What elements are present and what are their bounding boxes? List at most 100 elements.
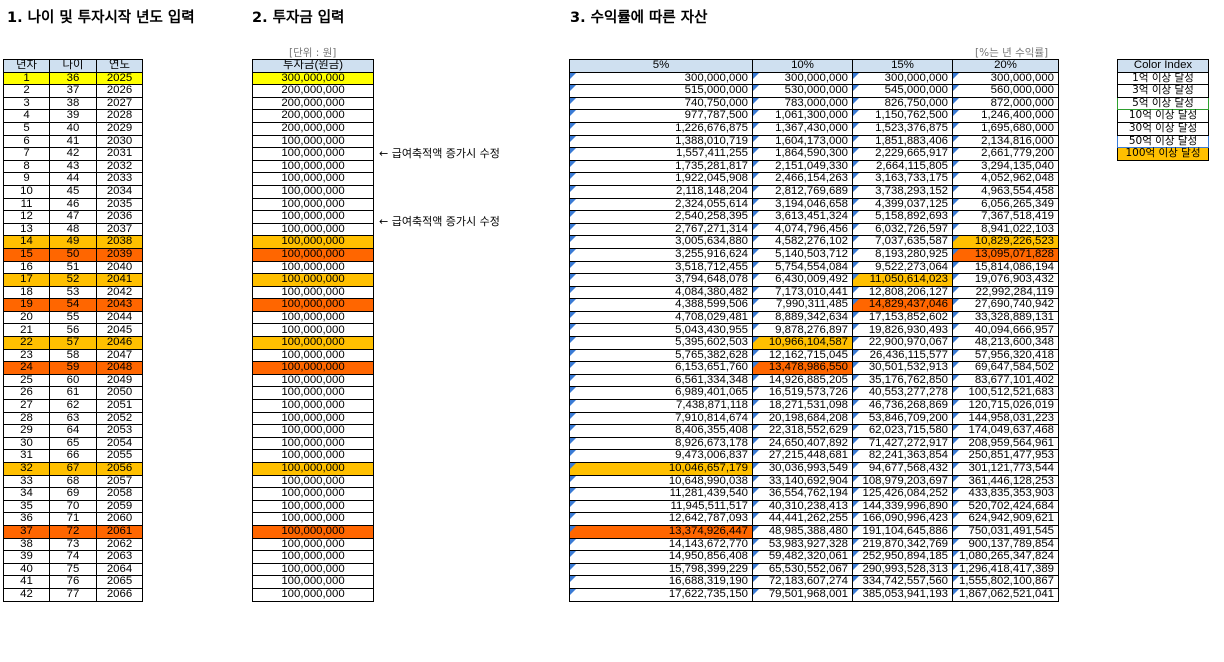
age-cell[interactable]: 63: [49, 411, 97, 426]
year-index-cell[interactable]: 17: [3, 273, 50, 287]
year-index-cell[interactable]: 4: [3, 109, 50, 123]
asset-value-cell[interactable]: 1,864,590,300: [752, 147, 853, 161]
asset-value-cell[interactable]: 1,851,883,406: [852, 134, 953, 149]
asset-value-cell[interactable]: 433,835,353,903: [952, 487, 1059, 501]
age-cell[interactable]: 42: [49, 147, 97, 161]
asset-value-cell[interactable]: 2,812,769,689: [752, 184, 853, 199]
age-cell[interactable]: 70: [49, 499, 97, 514]
asset-value-cell[interactable]: 301,121,773,544: [952, 462, 1059, 476]
asset-value-cell[interactable]: 4,084,380,482: [569, 285, 753, 300]
asset-value-cell[interactable]: 5,765,382,628: [569, 348, 753, 363]
asset-value-cell[interactable]: 13,374,926,447: [569, 524, 753, 539]
asset-value-cell[interactable]: 515,000,000: [569, 84, 753, 98]
year-cell[interactable]: 2042: [96, 285, 143, 300]
year-index-cell[interactable]: 21: [3, 323, 50, 338]
asset-value-cell[interactable]: 300,000,000: [569, 71, 753, 86]
year-cell[interactable]: 2054: [96, 436, 143, 451]
asset-value-cell[interactable]: 2,229,665,917: [852, 147, 953, 161]
year-cell[interactable]: 2058: [96, 487, 143, 501]
asset-value-cell[interactable]: 120,715,026,019: [952, 399, 1059, 413]
asset-value-cell[interactable]: 3,518,712,455: [569, 260, 753, 275]
asset-value-cell[interactable]: 750,031,491,545: [952, 524, 1059, 539]
investment-cell[interactable]: 100,000,000: [252, 298, 374, 312]
asset-value-cell[interactable]: 4,399,037,125: [852, 197, 953, 212]
asset-value-cell[interactable]: 7,910,814,674: [569, 411, 753, 426]
asset-value-cell[interactable]: 334,742,557,560: [852, 575, 953, 589]
year-cell[interactable]: 2063: [96, 550, 143, 564]
year-index-cell[interactable]: 39: [3, 550, 50, 564]
age-cell[interactable]: 65: [49, 436, 97, 451]
age-cell[interactable]: 73: [49, 537, 97, 552]
asset-value-cell[interactable]: 1,061,300,000: [752, 109, 853, 123]
asset-value-cell[interactable]: 22,318,552,629: [752, 424, 853, 438]
asset-value-cell[interactable]: 1,246,400,000: [952, 109, 1059, 123]
year-index-cell[interactable]: 33: [3, 474, 50, 489]
asset-value-cell[interactable]: 33,140,692,904: [752, 474, 853, 489]
age-cell[interactable]: 60: [49, 373, 97, 388]
age-cell[interactable]: 59: [49, 361, 97, 375]
year-cell[interactable]: 2046: [96, 336, 143, 350]
investment-cell[interactable]: 300,000,000: [252, 71, 374, 86]
year-index-cell[interactable]: 30: [3, 436, 50, 451]
asset-value-cell[interactable]: 83,677,101,402: [952, 373, 1059, 388]
age-cell[interactable]: 47: [49, 210, 97, 224]
asset-value-cell[interactable]: 15,798,399,229: [569, 562, 753, 577]
age-cell[interactable]: 54: [49, 298, 97, 312]
asset-value-cell[interactable]: 19,076,903,432: [952, 273, 1059, 287]
asset-value-cell[interactable]: 2,540,258,395: [569, 210, 753, 224]
asset-value-cell[interactable]: 13,095,071,828: [952, 247, 1059, 262]
age-cell[interactable]: 55: [49, 310, 97, 325]
age-cell[interactable]: 77: [49, 587, 97, 602]
year-cell[interactable]: 2051: [96, 399, 143, 413]
asset-value-cell[interactable]: 166,090,996,423: [852, 512, 953, 526]
investment-cell[interactable]: 100,000,000: [252, 247, 374, 262]
asset-value-cell[interactable]: 219,870,342,769: [852, 537, 953, 552]
investment-cell[interactable]: 100,000,000: [252, 197, 374, 212]
asset-value-cell[interactable]: 3,005,634,880: [569, 235, 753, 249]
asset-value-cell[interactable]: 44,441,262,255: [752, 512, 853, 526]
asset-value-cell[interactable]: 1,150,762,500: [852, 109, 953, 123]
asset-value-cell[interactable]: 72,183,607,274: [752, 575, 853, 589]
year-index-cell[interactable]: 24: [3, 361, 50, 375]
year-cell[interactable]: 2033: [96, 172, 143, 186]
year-cell[interactable]: 2060: [96, 512, 143, 526]
asset-value-cell[interactable]: 30,036,993,549: [752, 462, 853, 476]
year-index-cell[interactable]: 10: [3, 184, 50, 199]
year-index-cell[interactable]: 12: [3, 210, 50, 224]
investment-cell[interactable]: 100,000,000: [252, 411, 374, 426]
year-cell[interactable]: 2028: [96, 109, 143, 123]
asset-value-cell[interactable]: 36,554,762,194: [752, 487, 853, 501]
asset-value-cell[interactable]: 14,143,672,770: [569, 537, 753, 552]
investment-cell[interactable]: 100,000,000: [252, 550, 374, 564]
investment-cell[interactable]: 100,000,000: [252, 575, 374, 589]
asset-value-cell[interactable]: 5,140,503,712: [752, 247, 853, 262]
year-index-cell[interactable]: 7: [3, 147, 50, 161]
year-index-cell[interactable]: 1: [3, 71, 50, 86]
investment-cell[interactable]: 100,000,000: [252, 134, 374, 149]
asset-value-cell[interactable]: 17,153,852,602: [852, 310, 953, 325]
asset-value-cell[interactable]: 900,137,789,854: [952, 537, 1059, 552]
investment-cell[interactable]: 100,000,000: [252, 587, 374, 602]
year-index-cell[interactable]: 2: [3, 84, 50, 98]
asset-value-cell[interactable]: 7,367,518,419: [952, 210, 1059, 224]
investment-cell[interactable]: 200,000,000: [252, 96, 374, 111]
investment-cell[interactable]: 200,000,000: [252, 121, 374, 136]
year-cell[interactable]: 2040: [96, 260, 143, 275]
asset-value-cell[interactable]: 8,889,342,634: [752, 310, 853, 325]
year-cell[interactable]: 2055: [96, 449, 143, 463]
year-index-cell[interactable]: 23: [3, 348, 50, 363]
asset-value-cell[interactable]: 3,613,451,324: [752, 210, 853, 224]
year-cell[interactable]: 2027: [96, 96, 143, 111]
asset-value-cell[interactable]: 35,176,762,850: [852, 373, 953, 388]
asset-value-cell[interactable]: 1,226,676,875: [569, 121, 753, 136]
asset-value-cell[interactable]: 2,134,816,000: [952, 134, 1059, 149]
age-cell[interactable]: 52: [49, 273, 97, 287]
age-cell[interactable]: 43: [49, 159, 97, 174]
asset-value-cell[interactable]: 20,198,684,208: [752, 411, 853, 426]
investment-cell[interactable]: 100,000,000: [252, 159, 374, 174]
asset-value-cell[interactable]: 174,049,637,468: [952, 424, 1059, 438]
year-cell[interactable]: 2031: [96, 147, 143, 161]
year-index-cell[interactable]: 18: [3, 285, 50, 300]
asset-value-cell[interactable]: 17,622,735,150: [569, 587, 753, 602]
year-cell[interactable]: 2045: [96, 323, 143, 338]
